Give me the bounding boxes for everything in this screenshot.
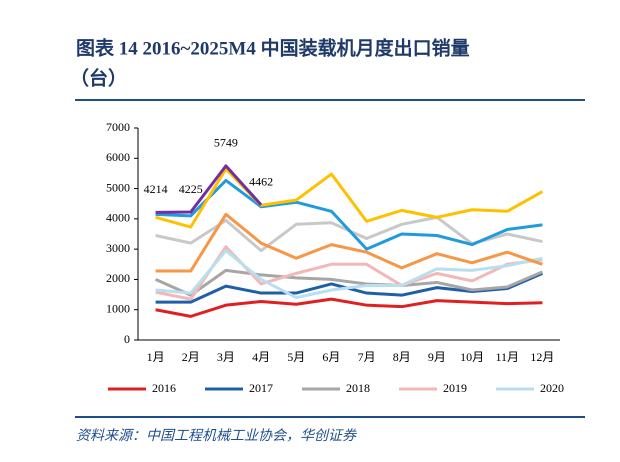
legend-label: 2017 <box>249 381 273 395</box>
x-tick-label: 12月 <box>530 350 554 364</box>
data-label: 4225 <box>179 182 203 196</box>
y-tick-label: 2000 <box>106 271 130 285</box>
data-label: 4462 <box>249 175 273 189</box>
series-line <box>155 164 263 214</box>
legend-label: 2016 <box>152 381 176 395</box>
x-tick-label: 6月 <box>322 350 340 364</box>
y-tick-label: 6000 <box>106 150 130 164</box>
y-tick-label: 3000 <box>106 241 130 255</box>
legend-label: 2018 <box>346 381 370 395</box>
y-tick-label: 1000 <box>106 301 130 315</box>
data-label: 4214 <box>144 182 168 196</box>
y-tick-label: 0 <box>124 332 130 346</box>
legend-label: 2019 <box>443 381 467 395</box>
series-line <box>155 178 543 251</box>
chart-title: 图表 14 2016~2025M4 中国装载机月度出口销量 <box>76 36 470 59</box>
series-line <box>155 212 543 273</box>
x-tick-label: 7月 <box>358 350 376 364</box>
series-line <box>155 249 543 300</box>
y-tick-label: 5000 <box>106 180 130 194</box>
y-tick-label: 7000 <box>106 120 130 134</box>
series-line <box>155 297 543 318</box>
source: 资料来源：中国工程机械工业协会，华创证券 <box>76 428 357 444</box>
x-tick-label: 1月 <box>147 350 165 364</box>
x-tick-label: 2月 <box>182 350 200 364</box>
x-tick-label: 4月 <box>252 350 270 364</box>
x-tick-label: 10月 <box>460 350 484 364</box>
series-line <box>155 167 544 229</box>
x-tick-label: 5月 <box>287 350 305 364</box>
data-label: 5749 <box>214 136 238 150</box>
series-line <box>154 268 544 297</box>
x-tick-label: 11月 <box>495 350 519 364</box>
y-tick-label: 4000 <box>106 211 130 225</box>
x-tick-label: 8月 <box>393 350 411 364</box>
legend-label: 2020 <box>540 381 564 395</box>
x-tick-label: 9月 <box>428 350 446 364</box>
x-tick-label: 3月 <box>217 350 235 364</box>
chart-title-unit: （台） <box>70 66 127 89</box>
